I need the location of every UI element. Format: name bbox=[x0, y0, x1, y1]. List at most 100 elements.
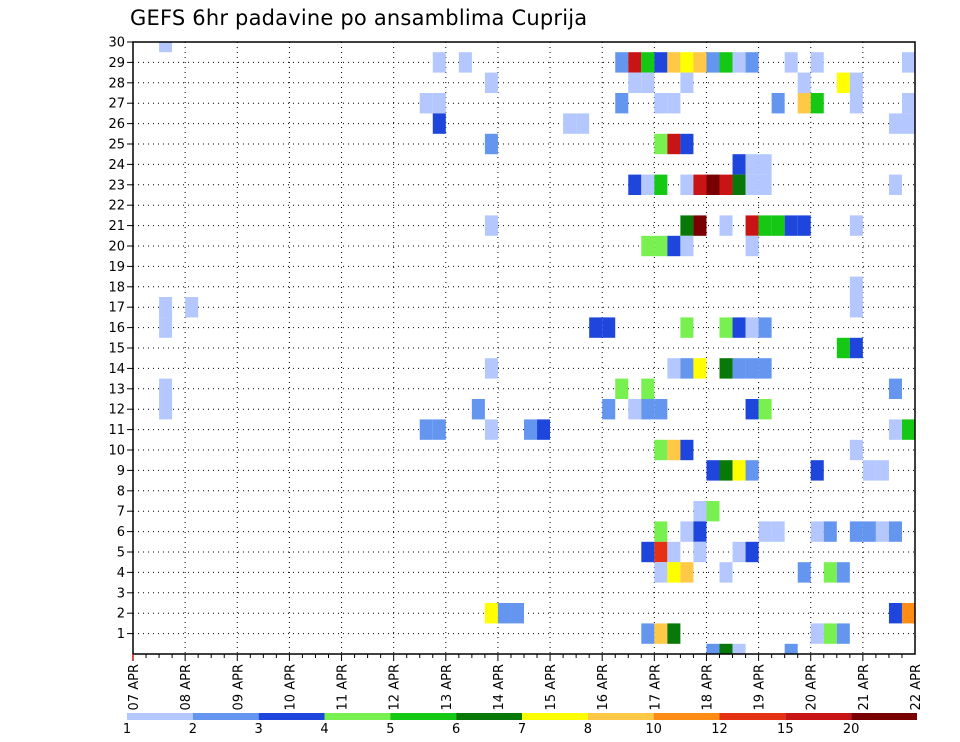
x-tick-label: 12 APR bbox=[388, 664, 403, 710]
heatmap-cell bbox=[719, 562, 733, 583]
legend-label: 4 bbox=[320, 722, 328, 737]
heatmap-cell bbox=[758, 317, 772, 338]
heatmap-cell bbox=[654, 541, 668, 563]
heatmap-cell bbox=[745, 52, 759, 73]
heatmap-cell bbox=[836, 337, 850, 359]
x-tick-label: 22 APR bbox=[909, 664, 924, 710]
heatmap-cell bbox=[680, 521, 694, 542]
heatmap-cell bbox=[159, 399, 173, 420]
heatmap-cell bbox=[641, 541, 655, 563]
heatmap-cell bbox=[628, 399, 642, 420]
heatmap-cell bbox=[680, 215, 694, 236]
heatmap-cell bbox=[706, 174, 720, 195]
heatmap-cell bbox=[810, 460, 824, 481]
legend-swatch bbox=[719, 713, 786, 720]
heatmap-cell bbox=[667, 93, 681, 114]
heatmap-cell bbox=[758, 399, 772, 420]
heatmap-cell bbox=[432, 113, 446, 134]
legend-label: 12 bbox=[711, 722, 728, 737]
heatmap-cell bbox=[432, 93, 446, 114]
heatmap-cell bbox=[849, 521, 863, 542]
heatmap-cell bbox=[484, 603, 498, 624]
heatmap-cell bbox=[432, 419, 446, 440]
heatmap-cell bbox=[745, 460, 759, 481]
heatmap-cell bbox=[654, 133, 668, 155]
heatmap-cell bbox=[497, 603, 511, 624]
heatmap-cell bbox=[693, 541, 707, 563]
heatmap-cell bbox=[680, 52, 694, 73]
heatmap-cell bbox=[784, 643, 798, 654]
legend-label: 8 bbox=[584, 722, 592, 737]
heatmap-cell bbox=[849, 215, 863, 236]
heatmap-cell bbox=[745, 358, 759, 379]
y-axis: 1234567891011121314151617181920212223242… bbox=[108, 36, 133, 642]
heatmap-cell bbox=[667, 623, 681, 644]
heatmap-cell bbox=[628, 174, 642, 195]
heatmap-cell bbox=[810, 52, 824, 73]
y-tick-label: 1 bbox=[117, 627, 125, 642]
heatmap-cell bbox=[745, 154, 759, 175]
heatmap-cell bbox=[888, 378, 902, 399]
y-tick-label: 5 bbox=[117, 546, 125, 561]
heatmap-cell bbox=[901, 419, 915, 440]
heatmap-cell bbox=[784, 215, 798, 236]
legend-label: 5 bbox=[386, 722, 394, 737]
heatmap-cell bbox=[563, 113, 577, 134]
y-tick-label: 12 bbox=[108, 403, 125, 418]
heatmap-cell bbox=[849, 93, 863, 114]
heatmap-cell bbox=[849, 337, 863, 359]
legend-swatch bbox=[390, 713, 457, 720]
y-tick-label: 19 bbox=[108, 260, 125, 275]
heatmap-cell bbox=[901, 93, 915, 114]
heatmap-cell bbox=[719, 174, 733, 195]
heatmap-cell bbox=[719, 317, 733, 338]
legend-swatch bbox=[127, 713, 193, 720]
heatmap-cell bbox=[862, 460, 876, 481]
heatmap-cell bbox=[732, 643, 746, 654]
heatmap-cell bbox=[862, 521, 876, 542]
y-tick-label: 15 bbox=[108, 342, 125, 357]
heatmap-cell bbox=[693, 174, 707, 195]
heatmap-cell bbox=[745, 399, 759, 420]
y-tick-label: 29 bbox=[108, 56, 125, 71]
legend-swatch bbox=[785, 713, 852, 720]
heatmap-cell bbox=[732, 541, 746, 563]
y-tick-label: 26 bbox=[108, 117, 125, 132]
heatmap-cell bbox=[654, 235, 668, 257]
legend-swatch bbox=[192, 713, 259, 720]
heatmap-cell bbox=[758, 215, 772, 236]
heatmap-cell bbox=[849, 439, 863, 461]
heatmap-cell bbox=[823, 521, 837, 542]
heatmap-cell bbox=[510, 603, 524, 624]
heatmap-cell bbox=[732, 460, 746, 481]
heatmap-cell bbox=[719, 643, 733, 654]
heatmap-cell bbox=[706, 643, 720, 654]
heatmap-cell bbox=[680, 72, 694, 93]
heatmap-cell bbox=[888, 419, 902, 440]
y-tick-label: 17 bbox=[108, 301, 125, 316]
heatmap-cell bbox=[693, 215, 707, 236]
y-tick-label: 4 bbox=[117, 566, 125, 581]
y-tick-label: 23 bbox=[108, 178, 125, 193]
heatmap-cell bbox=[680, 562, 694, 583]
heatmap-cell bbox=[667, 562, 681, 583]
heatmap-cell bbox=[797, 72, 811, 93]
heatmap-cell bbox=[719, 460, 733, 481]
heatmap-cell bbox=[693, 521, 707, 542]
heatmap-cell bbox=[771, 93, 785, 114]
heatmap-cell bbox=[875, 460, 889, 481]
heatmap-cell bbox=[641, 399, 655, 420]
y-tick-label: 7 bbox=[117, 505, 125, 520]
heatmap-cell bbox=[680, 439, 694, 461]
heatmap-cell bbox=[654, 93, 668, 114]
heatmap-cell bbox=[797, 93, 811, 114]
x-tick-label: 21 APR bbox=[857, 664, 872, 710]
heatmap-cell bbox=[719, 52, 733, 73]
heatmap-cell bbox=[641, 52, 655, 73]
y-tick-label: 13 bbox=[108, 382, 125, 397]
legend-label: 15 bbox=[777, 722, 794, 737]
heatmap-cell bbox=[654, 623, 668, 644]
heatmap-cell bbox=[706, 460, 720, 481]
heatmap-cell bbox=[641, 378, 655, 399]
